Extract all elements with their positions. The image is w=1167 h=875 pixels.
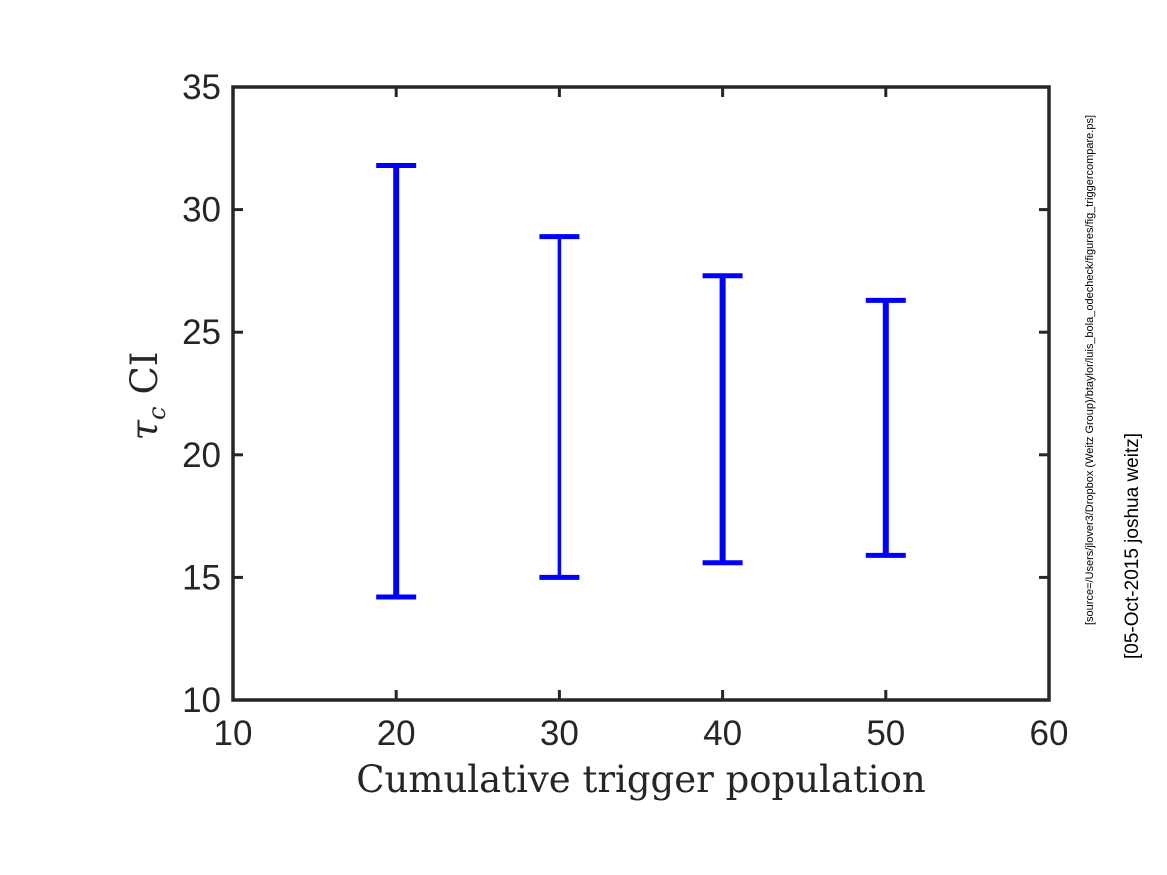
x-tick-label: 50 (866, 714, 905, 753)
y-tick-label: 20 (182, 436, 221, 475)
y-tick-label: 30 (182, 191, 221, 230)
tick-labels: 10 20 30 40 50 60 10 15 20 25 30 35 (182, 68, 1068, 753)
error-bars (376, 162, 906, 600)
source-path-note: [source=/Users/jlover3/Dropbox (Weitz Gr… (1084, 115, 1096, 625)
error-bar (702, 273, 743, 566)
y-tick-label: 10 (182, 681, 221, 720)
y-axis-label-suffix: CI (123, 352, 166, 395)
x-tick-label: 10 (214, 714, 253, 753)
axes-box (231, 85, 1051, 702)
y-axis-label-subscript: c (143, 407, 171, 420)
date-author-stamp: [05-Oct-2015 joshua weitz] (1122, 433, 1143, 659)
plot-area (233, 87, 1049, 700)
y-tick-label: 15 (182, 558, 221, 597)
error-bar (376, 162, 417, 600)
x-tick-label: 30 (540, 714, 579, 753)
axes (231, 85, 1051, 702)
y-axis-label-symbol: τ (123, 419, 166, 440)
x-tick-label: 40 (703, 714, 742, 753)
error-bar (539, 234, 580, 580)
x-axis-label: Cumulative trigger population (356, 758, 926, 801)
error-bar (865, 297, 906, 558)
y-tick-label: 35 (182, 68, 221, 107)
x-tick-label: 20 (377, 714, 416, 753)
plot-background (233, 87, 1049, 700)
x-tick-label: 60 (1030, 714, 1069, 753)
y-tick-label: 25 (182, 313, 221, 352)
y-axis-label: τc CI (123, 352, 171, 441)
